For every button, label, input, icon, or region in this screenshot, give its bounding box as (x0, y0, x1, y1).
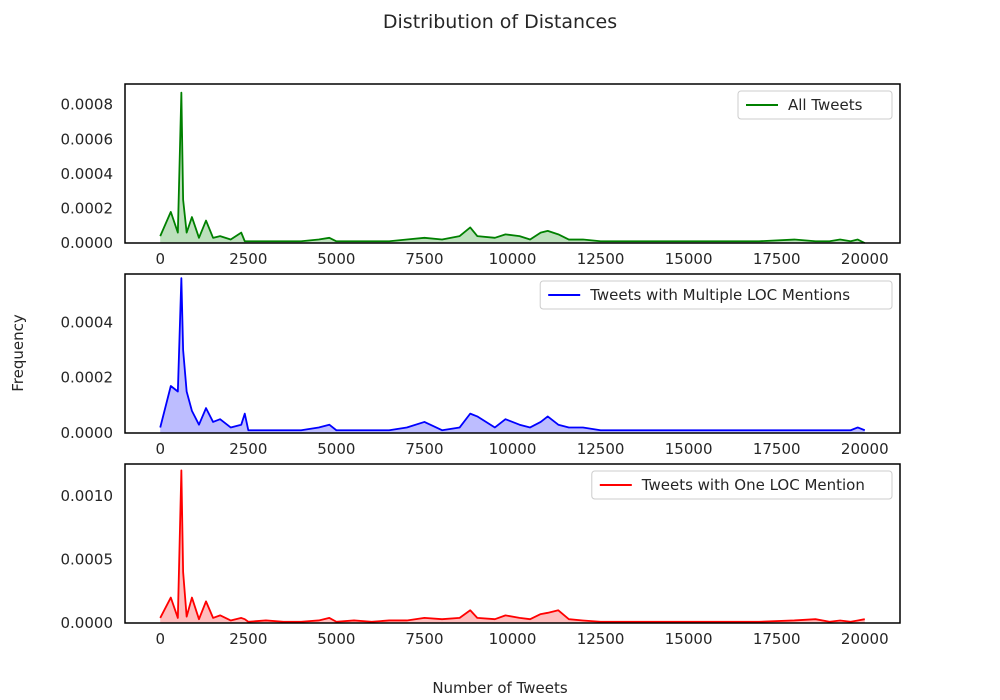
x-tick-label: 7500 (405, 250, 443, 268)
legend: Tweets with One LOC Mention (591, 470, 893, 500)
x-tick-label: 5000 (317, 630, 355, 648)
y-tick-label: 0.0008 (61, 96, 114, 114)
panel-multiple: 0.0000 0.0002 0.0004 0 2500 5000 7500 10000 1250… (61, 273, 901, 458)
legend-box (737, 90, 893, 120)
y-tick-label: 0.0000 (61, 424, 114, 442)
y-tick-label: 0.0004 (61, 313, 114, 331)
panels-layer: 0.0000 0.0002 0.0004 0.0006 0.0008 0 2500 5000 7… (61, 83, 901, 648)
x-tick-label: 2500 (229, 250, 267, 268)
plot-frame (124, 83, 901, 244)
legend-label: Tweets with Multiple LOC Mentions (589, 286, 850, 304)
x-tick-label: 17500 (753, 440, 801, 458)
x-tick-label: 15000 (665, 250, 713, 268)
legend-label: All Tweets (788, 96, 863, 114)
x-tick-label: 0 (155, 630, 165, 648)
x-tick-label: 20000 (841, 440, 889, 458)
y-tick-label: 0.0010 (61, 487, 114, 505)
legend-box (591, 470, 893, 500)
series-line (159, 469, 865, 623)
series-line (159, 91, 866, 244)
x-tick-label: 15000 (665, 630, 713, 648)
legend: Tweets with Multiple LOC Mentions (539, 280, 893, 310)
x-tick-label: 17500 (753, 250, 801, 268)
x-tick-label: 12500 (577, 250, 625, 268)
panel-all: 0.0000 0.0002 0.0004 0.0006 0.0008 0 2500 5000 7… (61, 83, 901, 268)
x-tick-label: 20000 (841, 250, 889, 268)
y-tick-label: 0.0004 (61, 165, 114, 183)
y-tick-label: 0.0002 (61, 369, 114, 387)
x-tick-label: 0 (155, 440, 165, 458)
y-tick-label: 0.0000 (61, 234, 114, 252)
plot-frame (124, 273, 901, 434)
x-tick-label: 7500 (405, 440, 443, 458)
y-tick-label: 0.0000 (61, 614, 114, 632)
panel-one: 0.0000 0.0005 0.0010 0 2500 5000 7500 10000 1250… (61, 463, 901, 648)
legend: All Tweets (737, 90, 893, 120)
x-tick-label: 17500 (753, 630, 801, 648)
plot-frame (124, 463, 901, 624)
x-tick-label: 5000 (317, 440, 355, 458)
x-tick-label: 7500 (405, 630, 443, 648)
x-tick-label: 12500 (577, 440, 625, 458)
x-tick-label: 10000 (489, 250, 537, 268)
legend-box (539, 280, 893, 310)
x-tick-label: 15000 (665, 440, 713, 458)
y-tick-label: 0.0006 (61, 130, 114, 148)
x-tick-label: 12500 (577, 630, 625, 648)
y-axis-title: Frequency (9, 314, 27, 392)
x-tick-label: 10000 (489, 440, 537, 458)
chart-title: Distribution of Distances (383, 11, 617, 33)
x-tick-label: 2500 (229, 630, 267, 648)
x-tick-label: 20000 (841, 630, 889, 648)
series-line (159, 277, 866, 432)
x-tick-label: 10000 (489, 630, 537, 648)
y-tick-label: 0.0002 (61, 199, 114, 217)
legend-label: Tweets with One LOC Mention (641, 476, 865, 494)
x-tick-label: 5000 (317, 250, 355, 268)
y-tick-label: 0.0005 (61, 550, 114, 568)
x-axis-title: Number of Tweets (432, 679, 568, 697)
x-tick-label: 2500 (229, 440, 267, 458)
x-tick-label: 0 (155, 250, 165, 268)
